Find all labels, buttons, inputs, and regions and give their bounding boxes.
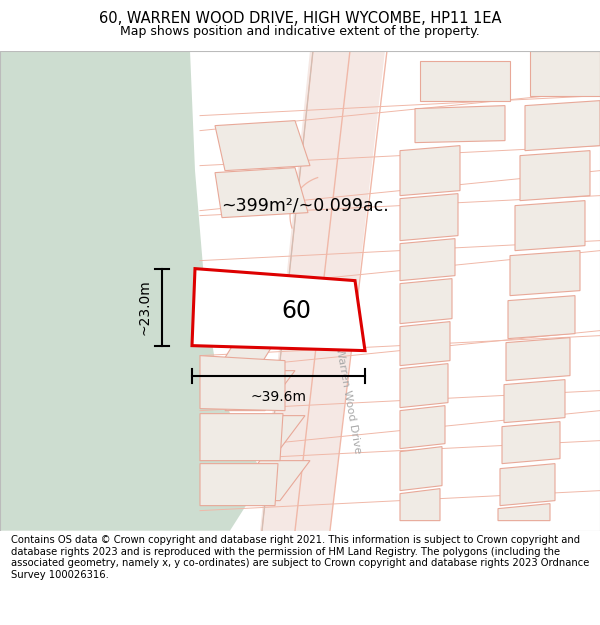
Text: ~399m²/~0.099ac.: ~399m²/~0.099ac. xyxy=(221,197,389,214)
Polygon shape xyxy=(400,364,448,408)
Polygon shape xyxy=(510,251,580,296)
Text: ~23.0m: ~23.0m xyxy=(138,279,152,335)
Polygon shape xyxy=(0,51,265,531)
Polygon shape xyxy=(230,416,305,456)
Polygon shape xyxy=(230,461,310,501)
Polygon shape xyxy=(420,61,510,101)
Text: Contains OS data © Crown copyright and database right 2021. This information is : Contains OS data © Crown copyright and d… xyxy=(11,535,589,580)
Polygon shape xyxy=(504,379,565,423)
Text: ~39.6m: ~39.6m xyxy=(251,389,307,404)
Polygon shape xyxy=(400,489,440,521)
Text: Warren Wood Drive: Warren Wood Drive xyxy=(334,347,362,454)
Polygon shape xyxy=(215,121,310,171)
Polygon shape xyxy=(400,239,455,281)
Text: Map shows position and indicative extent of the property.: Map shows position and indicative extent… xyxy=(120,25,480,38)
Text: 60: 60 xyxy=(282,299,312,323)
Polygon shape xyxy=(192,269,365,351)
Polygon shape xyxy=(215,168,308,217)
Polygon shape xyxy=(260,51,350,531)
Polygon shape xyxy=(400,406,445,449)
Text: 60, WARREN WOOD DRIVE, HIGH WYCOMBE, HP11 1EA: 60, WARREN WOOD DRIVE, HIGH WYCOMBE, HP1… xyxy=(99,11,501,26)
Polygon shape xyxy=(295,51,385,531)
Polygon shape xyxy=(508,296,575,339)
Polygon shape xyxy=(506,338,570,381)
Polygon shape xyxy=(500,464,555,506)
Polygon shape xyxy=(400,322,450,366)
Polygon shape xyxy=(530,51,600,96)
Polygon shape xyxy=(225,371,295,411)
Polygon shape xyxy=(200,414,283,461)
Polygon shape xyxy=(400,146,460,196)
Polygon shape xyxy=(415,106,505,142)
Polygon shape xyxy=(515,201,585,251)
Polygon shape xyxy=(200,464,278,506)
Polygon shape xyxy=(400,279,452,324)
Polygon shape xyxy=(520,151,590,201)
Polygon shape xyxy=(400,447,442,491)
Polygon shape xyxy=(200,356,285,411)
Polygon shape xyxy=(525,101,600,151)
Polygon shape xyxy=(498,504,550,521)
Polygon shape xyxy=(400,194,458,241)
Polygon shape xyxy=(502,422,560,464)
Polygon shape xyxy=(220,326,285,366)
